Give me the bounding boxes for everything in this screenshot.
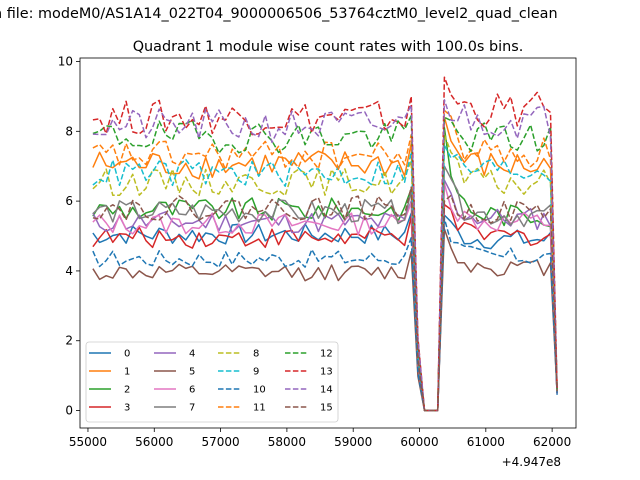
- series-line-7: [92, 165, 558, 412]
- series-line-14: [92, 99, 558, 412]
- x-tick-label: 62000: [533, 435, 571, 449]
- x-axis: 55000 56000 57000 58000 59000 60000 61000 62000: [69, 428, 571, 449]
- series-line-11: [92, 109, 558, 412]
- series-line-3: [92, 203, 558, 412]
- series-line-12: [92, 114, 558, 412]
- legend-label-3: 3: [124, 403, 130, 414]
- figure-suptitle: n file: modeM0/AS1A14_022T04_9000006506_…: [0, 6, 558, 22]
- chart-title: Quadrant 1 module wise count rates with …: [133, 39, 524, 55]
- legend-box: [85, 341, 339, 423]
- x-tick-label: 59000: [334, 435, 372, 449]
- y-tick-label: 4: [65, 264, 73, 278]
- series-line-8: [92, 134, 558, 412]
- series-line-1: [92, 116, 558, 412]
- plot-area: 55000 56000 57000 58000 59000 60000 61000 62000…: [58, 54, 577, 449]
- legend-label-2: 2: [124, 385, 130, 396]
- legend-label-12: 12: [320, 349, 333, 360]
- legend-label-7: 7: [189, 403, 195, 414]
- legend-label-8: 8: [253, 349, 259, 360]
- series-line-15: [92, 186, 558, 412]
- legend-label-10: 10: [253, 385, 266, 396]
- x-tick-label: 55000: [69, 435, 107, 449]
- legend-label-13: 13: [320, 367, 333, 378]
- y-tick-label: 2: [65, 334, 73, 348]
- legend-label-1: 1: [124, 367, 130, 378]
- series-line-0: [92, 212, 558, 412]
- x-tick-label: 58000: [268, 435, 306, 449]
- legend-label-11: 11: [253, 403, 266, 414]
- y-tick-label: 8: [65, 124, 73, 138]
- y-tick-label: 10: [58, 54, 73, 68]
- series-line-10: [92, 217, 558, 412]
- legend-label-14: 14: [320, 385, 333, 396]
- legend-label-4: 4: [189, 349, 195, 360]
- axes-frame: [79, 57, 577, 429]
- x-tick-label: 56000: [135, 435, 173, 449]
- y-tick-label: 6: [65, 194, 73, 208]
- x-tick-label: 57000: [201, 435, 239, 449]
- x-tick-label: 60000: [400, 435, 438, 449]
- series-line-6: [92, 182, 558, 412]
- y-axis: 0 2 4 6 8 10: [58, 54, 80, 418]
- legend-label-9: 9: [253, 367, 259, 378]
- x-offset-label: +4.947e8: [502, 455, 561, 469]
- series-line-9: [92, 144, 558, 412]
- series-line-5: [92, 228, 558, 412]
- x-tick-label: 61000: [467, 435, 505, 449]
- series-lines: [92, 76, 558, 412]
- legend-label-6: 6: [189, 385, 195, 396]
- y-tick-label: 0: [65, 404, 73, 418]
- legend-label-0: 0: [124, 349, 130, 360]
- legend-label-5: 5: [189, 367, 195, 378]
- legend-label-15: 15: [320, 403, 333, 414]
- series-line-2: [92, 127, 558, 412]
